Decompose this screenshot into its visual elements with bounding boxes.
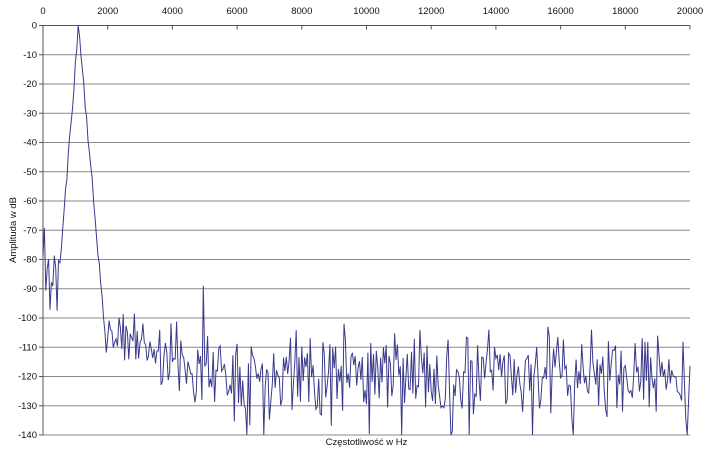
svg-text:-130: -130 [18,401,37,412]
svg-text:16000: 16000 [547,6,573,17]
svg-text:-110: -110 [19,342,37,353]
svg-text:-10: -10 [23,50,37,61]
spectrum-line [42,25,691,436]
svg-text:-100: -100 [18,313,37,324]
svg-text:-30: -30 [23,108,37,119]
y-axis-ticks: 0 -10 -20 -30 -40 -50 -60 -70 -80 -90 -100 -110 -120… [18,21,43,441]
svg-text:-120: -120 [18,372,37,383]
svg-text:18000: 18000 [612,6,638,17]
y-axis-title: Amplituda w dB [8,196,19,264]
svg-text:-20: -20 [23,79,37,90]
svg-text:-60: -60 [23,196,37,207]
svg-text:2000: 2000 [97,6,118,17]
svg-text:12000: 12000 [418,6,444,17]
x-axis-title: Częstotliwość w Hz [325,437,408,448]
svg-text:4000: 4000 [162,6,183,17]
gridlines [43,54,690,436]
svg-text:8000: 8000 [291,6,312,17]
svg-text:14000: 14000 [483,6,509,17]
svg-text:-40: -40 [23,138,37,149]
svg-text:-50: -50 [23,167,37,178]
svg-text:6000: 6000 [227,6,248,17]
svg-text:0: 0 [32,21,37,32]
svg-text:-90: -90 [23,284,37,295]
svg-text:0: 0 [40,6,45,17]
x-axis-ticks: 0 2000 4000 6000 8000 10000 12000 14000 16000 180… [40,6,703,30]
svg-text:20000: 20000 [677,6,703,17]
svg-text:-80: -80 [23,255,37,266]
svg-text:10000: 10000 [353,6,379,17]
svg-text:-140: -140 [18,430,37,441]
svg-text:-70: -70 [23,225,37,236]
